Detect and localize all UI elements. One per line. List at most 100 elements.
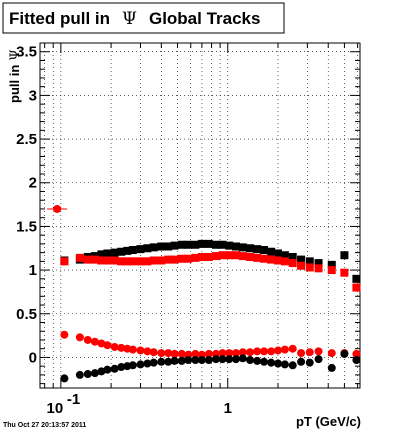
data-point [246, 348, 255, 357]
data-point [60, 374, 69, 383]
data-point [149, 243, 158, 252]
data-point [314, 355, 323, 364]
data-point [340, 268, 349, 277]
data-point [267, 347, 276, 356]
data-point [280, 257, 289, 266]
data-marks [47, 204, 361, 383]
data-point [164, 255, 173, 264]
data-point [204, 356, 213, 365]
title-prefix: Fitted pull in [9, 9, 110, 28]
data-point [143, 244, 152, 253]
x-tick-label: 1 [224, 400, 232, 417]
data-point [231, 349, 240, 358]
data-point [177, 349, 186, 358]
data-point [157, 357, 166, 366]
data-point [117, 343, 126, 352]
data-point [164, 242, 173, 251]
data-point [297, 357, 306, 366]
data-point [352, 349, 361, 358]
data-point [136, 245, 145, 254]
data-point [103, 365, 112, 374]
data-point [231, 251, 240, 260]
data-point [97, 256, 106, 265]
data-point [340, 251, 349, 260]
data-point [297, 349, 306, 358]
title-box [2, 2, 285, 34]
data-point [197, 239, 206, 248]
data-point [246, 356, 255, 365]
data-point [225, 355, 234, 364]
data-point [297, 261, 306, 270]
title-symbol: Ψ [122, 9, 137, 29]
data-point [218, 251, 227, 260]
data-point [305, 257, 314, 266]
data-point [218, 355, 227, 364]
data-point [273, 256, 282, 265]
y-tick-label: 3 [29, 87, 37, 104]
data-point [90, 369, 99, 378]
data-point [225, 251, 234, 260]
data-point [340, 349, 349, 358]
y-tick-label: 3.5 [16, 44, 37, 61]
data-point [191, 240, 200, 249]
data-point [117, 257, 126, 266]
data-point [177, 240, 186, 249]
y-axis-label: pull in Ψ [7, 49, 23, 103]
y-tick-label: 2 [29, 175, 37, 192]
data-point [197, 252, 206, 261]
data-point [260, 347, 269, 356]
data-point [225, 349, 234, 358]
data-point [273, 359, 282, 368]
data-point [53, 204, 62, 213]
data-point [305, 358, 314, 367]
data-point [280, 251, 289, 260]
data-point [260, 246, 269, 254]
data-point [110, 364, 119, 373]
data-point [157, 256, 166, 265]
data-point [305, 263, 314, 272]
data-point [238, 348, 247, 357]
axes: 0 0.5 1 1.5 2 2.5 3 3.5 10-1 1 [16, 42, 360, 417]
data-point [60, 257, 69, 266]
data-point [177, 254, 186, 263]
data-point [110, 342, 119, 351]
data-point [238, 252, 247, 261]
series-1 [60, 251, 361, 292]
data-point [170, 255, 179, 264]
data-point [253, 356, 262, 365]
data-point [103, 249, 112, 258]
data-point [267, 358, 276, 367]
data-point [143, 359, 152, 368]
data-point [280, 360, 289, 369]
data-point [75, 370, 84, 379]
y-axis-label-prefix: pull in [7, 65, 22, 103]
data-point [204, 252, 213, 261]
data-point [327, 260, 336, 269]
data-point [75, 333, 84, 342]
data-point [288, 361, 297, 370]
data-point [143, 257, 152, 266]
data-point [103, 341, 112, 350]
data-point [273, 249, 282, 258]
data-point [246, 244, 255, 253]
timestamp: Thu Oct 27 20:13:57 2011 [3, 422, 86, 429]
y-axis-label-symbol: Ψ [8, 49, 23, 60]
data-point [197, 356, 206, 365]
data-point [211, 240, 220, 249]
data-point [225, 241, 234, 250]
x-axis-label: pT (GeV/c) [296, 414, 361, 429]
data-point [267, 255, 276, 264]
data-point [128, 257, 137, 266]
data-point [164, 357, 173, 366]
data-point [90, 337, 99, 346]
data-point [136, 360, 145, 369]
y-tick-label: 1.5 [16, 218, 37, 235]
data-point [327, 266, 336, 275]
data-point [136, 257, 145, 266]
data-point [164, 349, 173, 358]
data-point [238, 243, 247, 252]
data-point [90, 255, 99, 264]
data-point [327, 363, 336, 372]
data-point [128, 246, 137, 254]
data-point [352, 283, 361, 292]
